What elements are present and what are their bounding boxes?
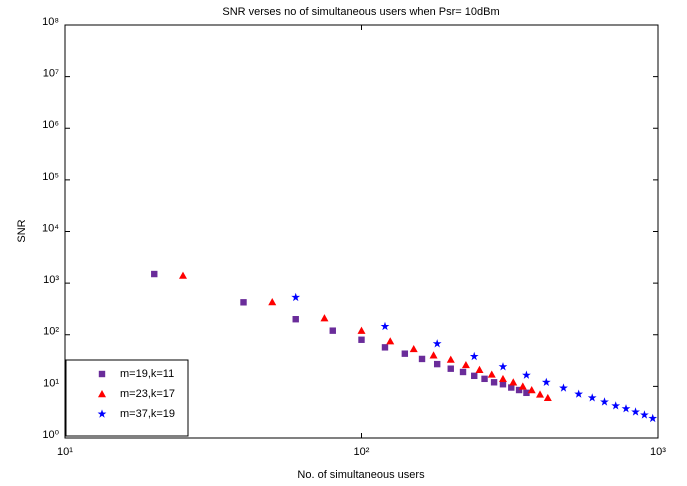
data-point <box>498 374 507 383</box>
data-point <box>487 370 496 378</box>
data-point <box>499 381 507 388</box>
data-point <box>648 413 658 423</box>
data-point <box>631 407 640 416</box>
data-point <box>509 378 518 386</box>
y-tick-label: 10² <box>43 326 59 338</box>
data-point <box>640 410 649 419</box>
data-point <box>401 350 409 357</box>
data-point <box>621 404 631 413</box>
data-point <box>587 393 597 402</box>
data-point <box>178 271 187 279</box>
data-point <box>292 316 299 323</box>
data-point <box>475 365 484 373</box>
data-point <box>600 397 609 406</box>
data-point <box>471 372 478 380</box>
data-point <box>386 337 395 345</box>
x-tick-label: 10² <box>354 446 370 458</box>
chart-title: SNR verses no of simultaneous users when… <box>222 6 499 18</box>
y-tick-label: 10⁴ <box>42 222 59 234</box>
legend-box <box>65 359 189 437</box>
y-tick-label: 10⁷ <box>43 68 59 80</box>
data-point <box>447 365 454 372</box>
x-axis-label: No. of simultaneous users <box>297 469 425 481</box>
data-point <box>268 298 277 306</box>
y-axis-label: SNR <box>16 219 28 242</box>
data-point <box>418 355 426 363</box>
data-point <box>429 351 438 359</box>
data-point <box>481 375 488 383</box>
data-point <box>518 382 527 390</box>
legend-marker <box>98 390 106 398</box>
x-tick-label: 10¹ <box>57 446 73 458</box>
legend-label: m=37,k=19 <box>120 408 175 420</box>
data-point <box>498 362 508 371</box>
data-point <box>536 390 545 398</box>
data-point <box>527 386 536 394</box>
y-tick-label: 10⁶ <box>42 119 59 131</box>
y-tick-label: 10⁰ <box>42 429 59 441</box>
data-point <box>490 379 498 386</box>
y-tick-label: 10¹ <box>43 377 59 389</box>
x-tick-label: 10³ <box>650 446 666 458</box>
data-point <box>409 344 418 353</box>
data-point <box>541 377 551 386</box>
data-point <box>459 368 467 376</box>
data-point <box>320 314 329 322</box>
data-point <box>559 383 568 392</box>
data-point <box>380 321 390 331</box>
legend-marker <box>97 409 107 418</box>
data-point <box>358 336 365 343</box>
data-point <box>523 389 530 397</box>
y-tick-label: 10³ <box>43 274 59 286</box>
data-point <box>543 393 552 402</box>
data-point <box>357 326 366 334</box>
data-point <box>433 360 441 368</box>
legend-label: m=19,k=11 <box>120 368 174 380</box>
data-point <box>515 386 523 394</box>
data-point <box>240 299 247 306</box>
data-point <box>611 401 621 410</box>
data-point <box>432 339 442 348</box>
data-point <box>446 355 455 363</box>
data-point <box>469 351 479 361</box>
data-point <box>329 327 336 334</box>
data-point <box>291 292 301 302</box>
legend-label: m=23,k=17 <box>120 388 175 400</box>
data-point <box>381 344 389 351</box>
data-point <box>508 384 515 391</box>
legend-marker <box>98 370 106 378</box>
data-point <box>151 270 158 278</box>
data-point <box>574 389 583 398</box>
data-point <box>522 370 531 379</box>
y-tick-label: 10⁵ <box>42 171 59 183</box>
data-point <box>461 360 470 369</box>
y-tick-label: 10⁸ <box>42 16 59 28</box>
